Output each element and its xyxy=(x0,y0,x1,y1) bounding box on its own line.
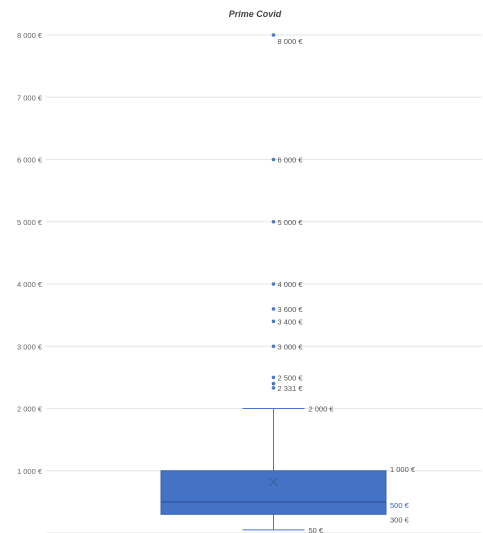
y-tick-label: 3 000 € xyxy=(17,342,43,351)
y-tick-label: - xyxy=(40,529,43,533)
outlier-label: 3 400 € xyxy=(278,317,304,326)
y-tick-label: 5 000 € xyxy=(17,218,43,227)
outlier-point xyxy=(271,33,276,37)
y-tick-label: 2 000 € xyxy=(17,405,43,414)
mean-marker xyxy=(269,477,278,487)
gridlines xyxy=(46,34,482,533)
chart-title: Prime Covid xyxy=(229,9,282,19)
outlier-point xyxy=(271,375,276,380)
y-tick-label: 7 000 € xyxy=(17,93,43,102)
outlier-point xyxy=(271,157,276,162)
outlier-point xyxy=(271,381,276,386)
y-tick-label: 8 000 € xyxy=(17,31,43,40)
outlier-label: 3 000 € xyxy=(278,342,304,351)
outlier-point xyxy=(271,219,276,224)
interquartile-box xyxy=(160,470,387,515)
box-data-label: 1 000 € xyxy=(390,465,416,474)
outlier-label: 2 500 € xyxy=(278,373,304,382)
y-axis-ticks: - 1 000 € 2 000 € 3 000 € 4 000 € 5 000 € 6 00… xyxy=(17,31,43,533)
y-tick-label: 4 000 € xyxy=(17,280,43,289)
outlier-label: 2 331 € xyxy=(278,384,304,393)
box-data-label: 50 € xyxy=(309,526,324,533)
outlier-label: 5 000 € xyxy=(278,218,304,227)
outlier-point xyxy=(271,386,276,390)
y-tick-label: 1 000 € xyxy=(17,467,43,476)
outlier-points: 8 000 € 6 000 € 5 000 € 4 000 € 3 600 € 3 400… xyxy=(271,33,304,393)
outlier-label: 8 000 € xyxy=(278,37,304,46)
outlier-label: 4 000 € xyxy=(278,280,304,289)
box-data-label: 2 000 € xyxy=(309,405,335,414)
box-data-label: 500 € xyxy=(390,501,410,510)
outlier-point xyxy=(271,307,276,311)
outlier-point xyxy=(271,344,276,349)
y-tick-label: 6 000 € xyxy=(17,156,43,165)
outlier-point xyxy=(271,319,276,324)
outlier-label: 6 000 € xyxy=(278,156,304,165)
outlier-point xyxy=(271,282,276,286)
box-data-label: 300 € xyxy=(390,515,410,524)
box-plot: 2 000 € 1 000 € 500 € 300 € 50 € xyxy=(160,405,416,533)
outlier-label: 3 600 € xyxy=(278,305,304,314)
